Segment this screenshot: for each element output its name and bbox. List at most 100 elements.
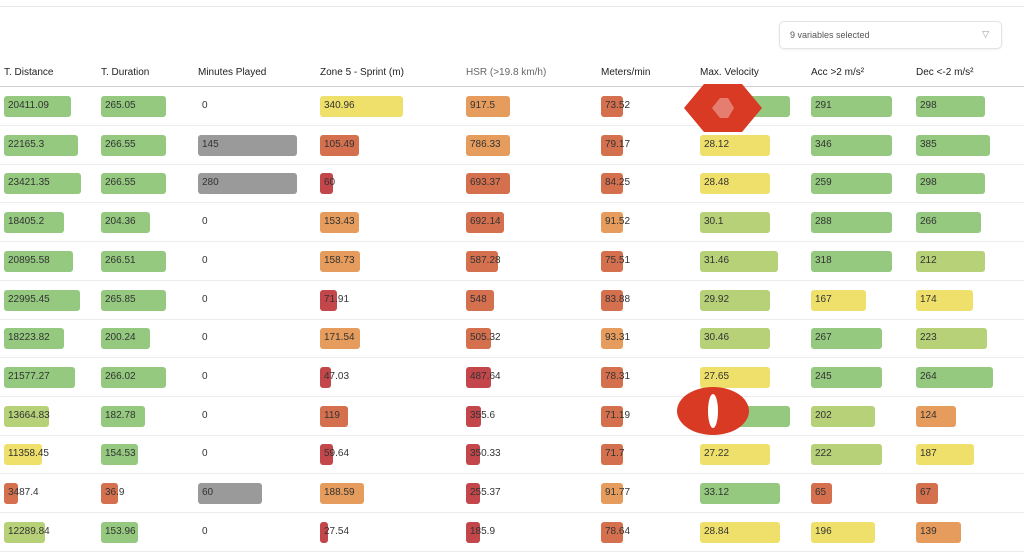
- column-header[interactable]: HSR (>19.8 km/h): [466, 67, 547, 78]
- value-bar: [101, 250, 166, 272]
- table-cell: 0: [198, 212, 348, 233]
- table-cell: 22165.3: [4, 134, 130, 156]
- table-cell: 28.84: [700, 521, 840, 543]
- cell-value: 350.33: [470, 448, 501, 460]
- value-bar: [466, 289, 494, 311]
- value-bar: [4, 405, 49, 427]
- table-cell: 0: [198, 251, 348, 272]
- cell-value: 139: [920, 525, 937, 537]
- cell-value: 22165.3: [8, 138, 45, 150]
- column-header[interactable]: Max. Velocity: [700, 67, 759, 78]
- value-bar: [101, 366, 166, 388]
- value-bar: [320, 444, 333, 466]
- table-cell: 174: [916, 289, 1024, 311]
- table-cell: 346: [811, 134, 945, 156]
- value-bar: [466, 328, 492, 350]
- cell-value: 91.77: [605, 487, 631, 498]
- table-row: 18223.82 200.24 0 171.54 505.32 93.31 30.46 267…: [0, 319, 1024, 359]
- table-cell: 487.64: [466, 366, 552, 388]
- value-bar: [916, 366, 994, 388]
- value-bar: [466, 250, 498, 272]
- cell-value: 153.96: [105, 525, 136, 537]
- value-bar: [320, 134, 359, 156]
- cell-value: 266: [920, 216, 937, 228]
- value-bar: [700, 366, 770, 388]
- value-bar: [466, 96, 511, 117]
- table-cell: 93.31: [601, 328, 663, 350]
- value-bar: [101, 212, 151, 234]
- value-bar: [916, 444, 975, 466]
- table-cell: 27.54: [320, 521, 452, 543]
- column-header[interactable]: Meters/min: [601, 67, 651, 78]
- column-header[interactable]: Minutes Played: [198, 67, 267, 78]
- table-cell: 265.05: [101, 96, 226, 117]
- cell-value: 60: [202, 487, 214, 498]
- value-bar: [700, 173, 770, 195]
- value-bar: [601, 134, 623, 156]
- chevron-down-icon: ▽: [982, 29, 989, 39]
- table-row: 20895.58 266.51 0 158.73 587.28 75.51 31.46 318…: [0, 242, 1024, 281]
- column-header[interactable]: T. Duration: [101, 67, 150, 78]
- value-bar: [811, 289, 866, 311]
- column-header[interactable]: T. Distance: [4, 67, 54, 78]
- variables-select-label: 9 variables selected: [790, 30, 870, 40]
- table-cell: 266: [916, 212, 1024, 234]
- cell-value: 30.1: [704, 216, 724, 228]
- cell-value: 20411.09: [8, 100, 49, 111]
- table-cell: 47.03: [320, 366, 452, 388]
- cell-value: 71.7: [605, 448, 625, 460]
- table-cell: 0: [198, 444, 348, 465]
- value-bar: [101, 289, 166, 311]
- value-bar: [4, 483, 18, 504]
- table-row: 11358.45 154.53 0 59.64 350.33 71.7 27.22 222 18…: [0, 435, 1024, 475]
- cell-value: 119: [324, 409, 340, 421]
- value-bar: [811, 134, 892, 156]
- table-cell: 786.33: [466, 134, 552, 156]
- value-bar: [916, 212, 982, 234]
- cell-value: 78.64: [605, 525, 631, 537]
- value-bar: [4, 134, 78, 156]
- cell-value: 65: [815, 487, 827, 498]
- table-row: 3487.4 36.9 60 188.59 255.37 91.77 33.12 65 67: [0, 474, 1024, 513]
- cell-value: 185.9: [470, 525, 496, 537]
- cell-value: 385: [920, 138, 937, 150]
- cell-value: 105.49: [324, 138, 355, 150]
- value-bar: [700, 134, 770, 156]
- table-cell: 21577.27: [4, 366, 130, 388]
- cell-value: 18405.2: [8, 216, 45, 228]
- value-bar: [101, 173, 166, 195]
- cell-value: 786.33: [470, 138, 501, 150]
- table-cell: 28.48: [700, 173, 840, 195]
- table-cell: 171.54: [320, 328, 452, 350]
- cell-value: 204.36: [105, 216, 136, 228]
- cell-value: 265.05: [105, 100, 136, 111]
- variables-select[interactable]: 9 variables selected ▽: [779, 21, 1002, 49]
- table-cell: 30.46: [700, 328, 840, 350]
- table-cell: 291: [811, 96, 945, 117]
- table-cell: 340.96: [320, 96, 452, 117]
- value-bar: [320, 250, 361, 272]
- table-cell: 71.91: [320, 289, 452, 311]
- table-cell: 59.64: [320, 444, 452, 466]
- cell-value: 71.91: [324, 293, 350, 305]
- table-cell: 30.1: [700, 212, 840, 234]
- cell-value: 0: [202, 293, 208, 305]
- cell-value: 298: [920, 100, 937, 111]
- value-bar: [601, 483, 623, 504]
- value-bar: [601, 289, 623, 311]
- cell-value: 167: [815, 293, 832, 305]
- column-header[interactable]: Acc >2 m/s²: [811, 67, 865, 78]
- cell-value: 266.55: [105, 138, 136, 150]
- value-bar: [4, 444, 42, 466]
- cell-value: 158.73: [324, 254, 355, 266]
- column-header[interactable]: Dec <-2 m/s²: [916, 67, 974, 78]
- table-cell: 83.88: [601, 289, 663, 311]
- value-bar: [601, 328, 623, 350]
- cell-value: 23421.35: [8, 177, 50, 189]
- cell-value: 280: [202, 177, 219, 189]
- column-header[interactable]: Zone 5 - Sprint (m): [320, 67, 404, 78]
- table-row: 18405.2 204.36 0 153.43 692.14 91.52 30.1 288 26…: [0, 203, 1024, 243]
- cell-value: 30.46: [704, 332, 730, 344]
- table-cell: 298: [916, 96, 1024, 117]
- table-row: 22165.3 266.55 145 105.49 786.33 79.17 28.12 34…: [0, 126, 1024, 165]
